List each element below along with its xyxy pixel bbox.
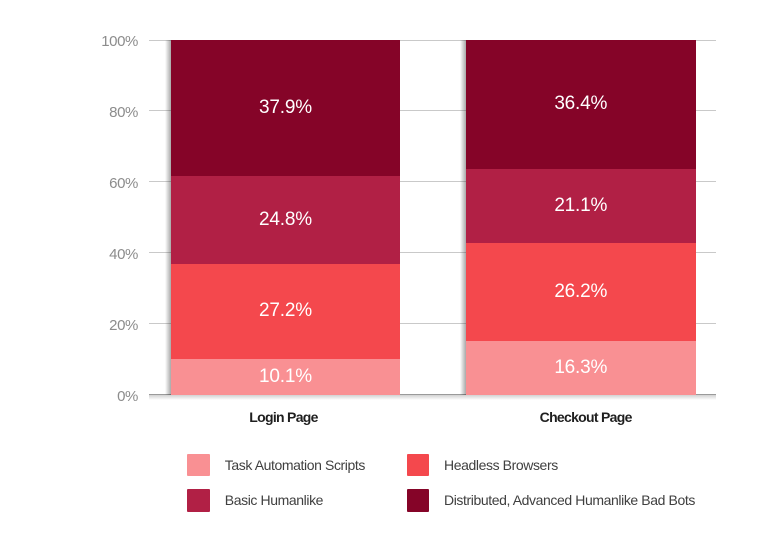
gridline-80 [148, 110, 716, 112]
legend-label: Basic Humanlike [224, 492, 324, 509]
category-label-2: Checkout Page [539, 408, 633, 425]
y-axis-tick-label: 80% [109, 103, 138, 121]
x-axis-shadow [148, 395, 716, 400]
category-label-1: Login Page [249, 408, 318, 425]
gridline-40 [148, 252, 716, 254]
data-label: 27.2% [259, 300, 312, 322]
legend-item-headless-browsers: Headless Browsers [406, 453, 558, 477]
data-label: 37.9% [259, 96, 312, 118]
legend-item-task-automation-scripts: Task Automation Scripts [187, 453, 366, 477]
y-axis-tick-label: 60% [109, 174, 138, 192]
y-axis-tick-label: 0% [117, 387, 138, 405]
y-axis-tick-label: 40% [109, 245, 138, 263]
segment-headless-browsers: 26.2% [466, 242, 696, 341]
data-label: 26.2% [554, 280, 608, 302]
data-label: 24.8% [259, 208, 312, 230]
gridline-60 [148, 181, 716, 183]
segment-basic-humanlike: 21.1% [466, 168, 696, 243]
segment-basic-humanlike: 24.8% [171, 175, 400, 264]
legend-label: Distributed, Advanced Humanlike Bad Bots [444, 492, 695, 509]
data-label: 21.1% [554, 194, 608, 216]
data-label: 10.1% [259, 365, 312, 387]
x-axis-baseline [148, 394, 716, 395]
y-axis-tick-label: 20% [109, 316, 138, 334]
legend-swatch [187, 453, 210, 477]
legend-label: Headless Browsers [444, 457, 558, 474]
gridline-100 [148, 39, 716, 41]
legend-swatch [406, 489, 429, 512]
segment-headless-browsers: 27.2% [171, 263, 400, 359]
data-label: 36.4% [554, 93, 608, 115]
bar-login-page: 10.1% 27.2% 24.8% 37.9% [165, 40, 400, 395]
segment-task-automation-scripts: 16.3% [466, 340, 696, 395]
segment-distributed-advanced-humanlike-bad-bots: 36.4% [466, 40, 696, 169]
segment-distributed-advanced-humanlike-bad-bots: 37.9% [171, 40, 400, 176]
bar-checkout-page: 16.3% 26.2% 21.1% 36.4% [460, 40, 696, 395]
legend-item-basic-humanlike: Basic Humanlike [187, 489, 323, 512]
data-label: 16.3% [554, 356, 608, 378]
legend-swatch [406, 453, 429, 477]
gridline-20 [148, 323, 716, 325]
y-axis-tick-label: 100% [101, 33, 138, 50]
legend-swatch [187, 489, 210, 512]
legend-label: Task Automation Scripts [224, 457, 366, 474]
legend-item-distributed-advanced-humanlike-bad-bots: Distributed, Advanced Humanlike Bad Bots [406, 489, 695, 512]
segment-task-automation-scripts: 10.1% [171, 358, 400, 395]
